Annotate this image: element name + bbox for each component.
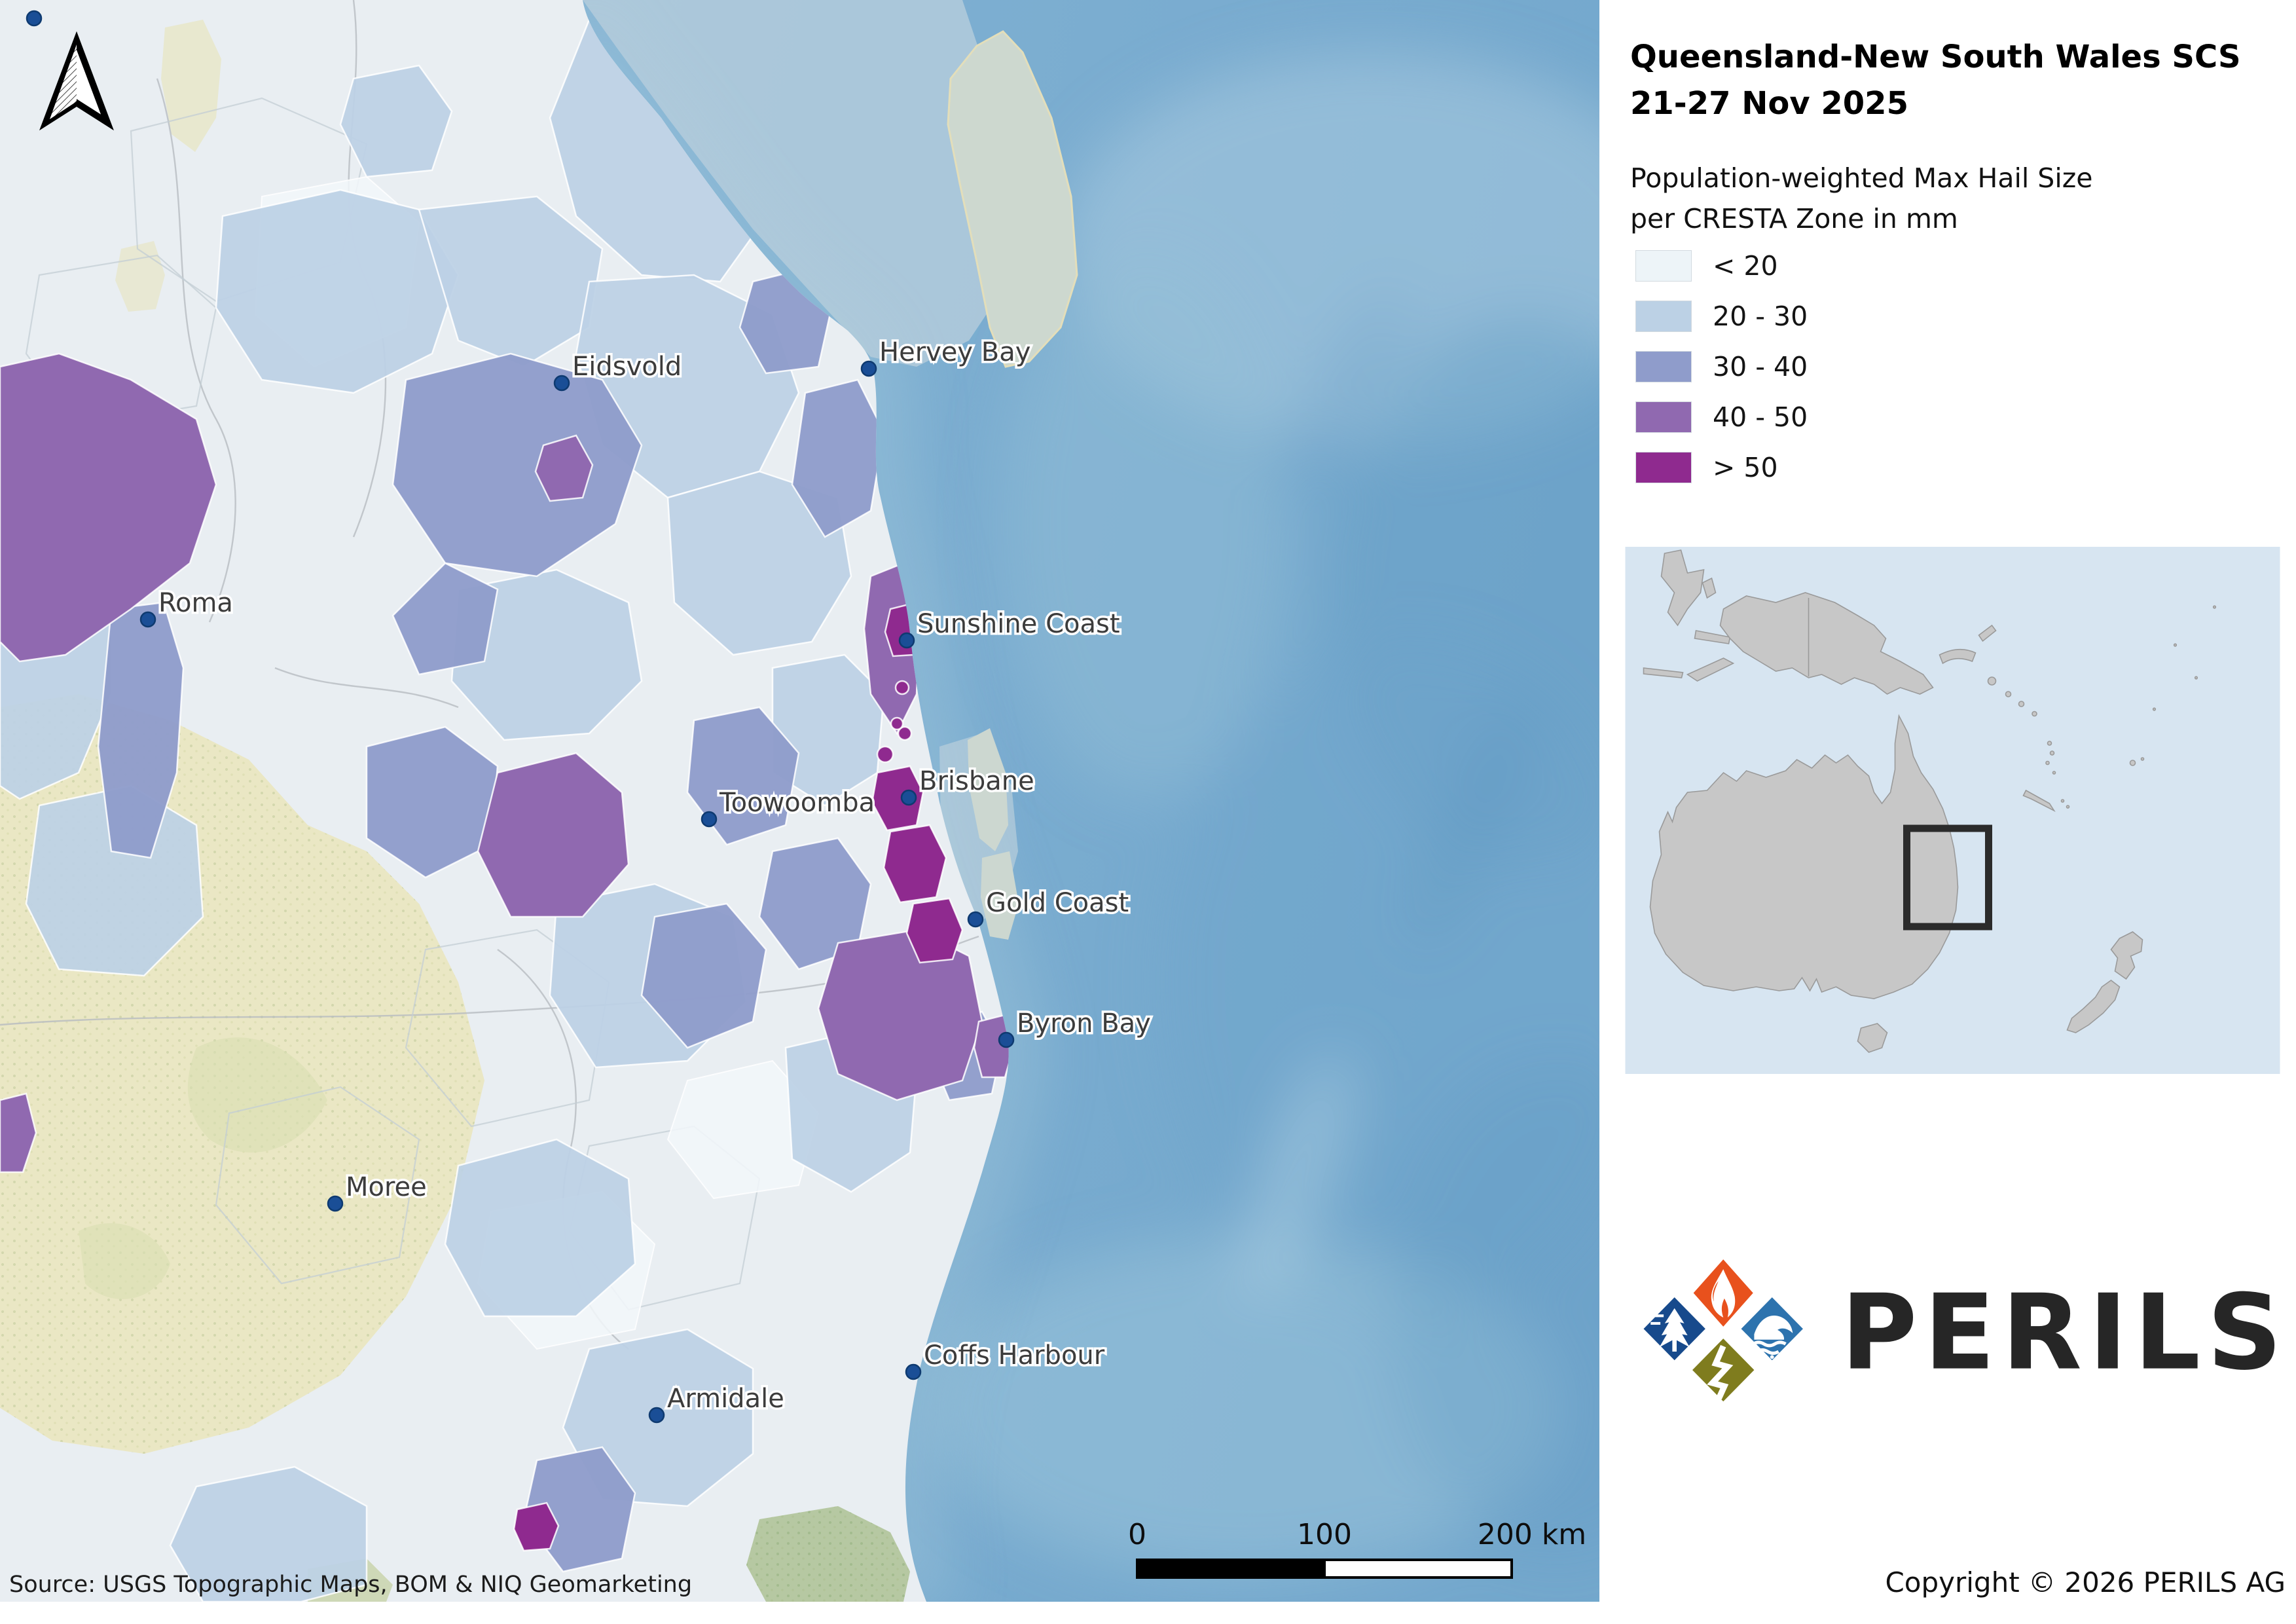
scale-bar-labels: 0 100 200 km xyxy=(1128,1518,1586,1551)
map-title: Queensland-New South Wales SCS 21-27 Nov… xyxy=(1630,34,2241,127)
copyright-text: Copyright © 2026 PERILS AG xyxy=(1885,1566,2286,1598)
city-marker: Byron Bay xyxy=(998,1006,1153,1048)
hervey-bay-water xyxy=(583,0,1021,367)
scale-bar: 0 100 200 km xyxy=(1128,1518,1586,1579)
city-marker: Roma xyxy=(139,586,235,628)
title-line-2: 21-27 Nov 2025 xyxy=(1630,85,1908,122)
city-marker: Sunshine Coast xyxy=(898,607,1122,649)
legend-label: 40 - 50 xyxy=(1713,401,1808,433)
city-marker: Brisbane xyxy=(900,764,1036,806)
north-arrow-icon xyxy=(39,31,114,131)
legend-label: < 20 xyxy=(1713,250,1778,282)
legend-label: > 50 xyxy=(1713,452,1778,483)
extent-rectangle xyxy=(1903,824,1992,931)
city-label: Sunshine Coast xyxy=(917,609,1120,639)
perils-logo-icon xyxy=(1643,1259,1803,1402)
scale-bar-label: 0 xyxy=(1128,1518,1146,1551)
legend-swatch xyxy=(1635,351,1692,382)
city-label: Coffs Harbour xyxy=(924,1340,1105,1371)
perils-logo: PERILS xyxy=(1642,1244,2290,1421)
inset-map-canvas xyxy=(1625,547,2280,1074)
legend: < 20 20 - 30 30 - 40 40 - 50 > 50 xyxy=(1635,250,1808,502)
subtitle-line-1: Population-weighted Max Hail Size xyxy=(1630,162,2093,194)
main-map: 0 100 200 km Eidsvold Hervey Bay Roma Sunshin… xyxy=(0,0,1728,1612)
legend-item: 30 - 40 xyxy=(1635,351,1808,382)
city-label: Eidsvold xyxy=(572,352,682,382)
perils-wordmark: PERILS xyxy=(1841,1272,2290,1393)
city-label: Roma xyxy=(158,588,233,618)
city-marker: Gold Coast xyxy=(967,886,1131,928)
city-marker: Hervey Bay xyxy=(860,335,1033,377)
city-marker: Coffs Harbour xyxy=(905,1338,1107,1380)
legend-swatch xyxy=(1635,250,1692,282)
legend-item: 20 - 30 xyxy=(1635,301,1808,332)
subtitle-line-2: per CRESTA Zone in mm xyxy=(1630,202,1958,234)
scale-bar-label: 100 xyxy=(1297,1518,1352,1551)
city-label: Brisbane xyxy=(919,766,1034,796)
legend-item: < 20 xyxy=(1635,250,1808,282)
city-label: Toowoomba xyxy=(719,788,875,818)
legend-title: Population-weighted Max Hail Size per CR… xyxy=(1630,158,2092,239)
islands xyxy=(947,30,1078,940)
source-attribution: Source: USGS Topographic Maps, BOM & NIQ… xyxy=(9,1572,693,1598)
city-marker: Moree xyxy=(327,1170,429,1212)
legend-label: 30 - 40 xyxy=(1713,351,1808,382)
map-canvas: 0 100 200 km Eidsvold Hervey Bay Roma Sunshin… xyxy=(0,0,1728,1612)
city-marker xyxy=(26,10,43,27)
city-label: Byron Bay xyxy=(1017,1008,1151,1039)
legend-swatch xyxy=(1635,401,1692,433)
city-marker: Eidsvold xyxy=(553,350,684,392)
city-label: Gold Coast xyxy=(986,888,1129,918)
legend-item: > 50 xyxy=(1635,452,1808,483)
title-line-1: Queensland-New South Wales SCS xyxy=(1630,39,2241,75)
info-panel: Queensland-New South Wales SCS 21-27 Nov… xyxy=(1624,0,2296,1624)
city-layer: Eidsvold Hervey Bay Roma Sunshine Coast Toow… xyxy=(26,10,1153,1424)
city-label: Moree xyxy=(346,1172,427,1202)
inset-locator-map xyxy=(1624,547,2282,1074)
legend-swatch xyxy=(1635,301,1692,332)
legend-swatch xyxy=(1635,452,1692,483)
city-label: Armidale xyxy=(667,1384,784,1414)
city-label: Hervey Bay xyxy=(879,337,1030,367)
legend-label: 20 - 30 xyxy=(1713,301,1808,332)
legend-item: 40 - 50 xyxy=(1635,401,1808,433)
perils-wordmark-text: PERILS xyxy=(1841,1272,2290,1393)
city-marker: Toowoomba xyxy=(701,786,877,828)
fraser-island xyxy=(947,30,1078,368)
scale-bar-label: 200 km xyxy=(1478,1518,1586,1551)
city-marker: Armidale xyxy=(648,1382,786,1424)
